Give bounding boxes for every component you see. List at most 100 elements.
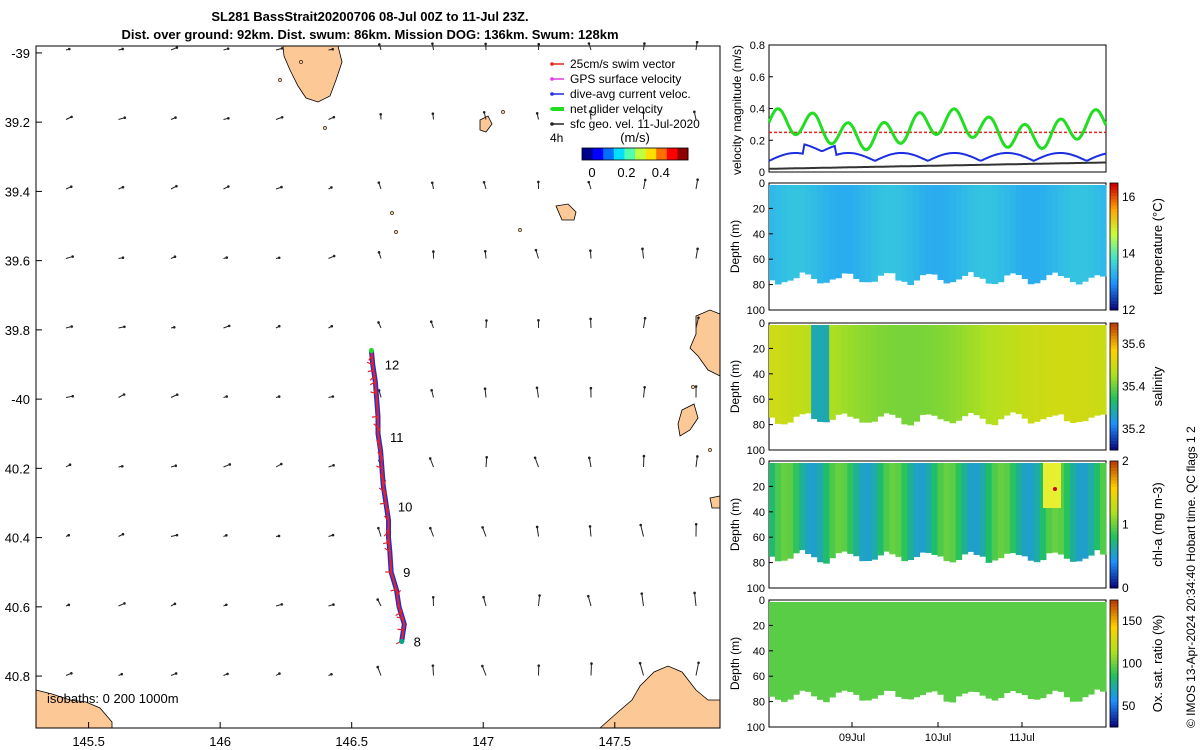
velocity-y-tick-label: 0.6 [750,72,765,84]
colorbar-swatch [1110,622,1118,626]
profile-column [1069,325,1077,423]
colorbar-swatch [1110,553,1118,557]
colorbar-swatch [1110,723,1118,728]
profile-column [835,325,842,415]
colorbar-swatch [1110,408,1118,413]
colorbar-swatch [1110,638,1118,642]
profile-column [883,185,890,274]
swim-vector [373,423,379,429]
profile-column [979,185,987,279]
profile-column [853,325,860,419]
geo-vel-arrowhead [377,526,380,530]
swim-vector [377,427,381,434]
geo-vel-arrowhead [67,47,71,51]
profile-column [1087,602,1095,695]
geo-vel-arrowhead [227,185,230,188]
geo-vel-arrowhead [71,255,74,258]
colorbar-swatch [666,148,678,160]
colorbar-swatch [1110,230,1118,235]
depth-tick-label: 20 [753,343,765,355]
net-velocity-series [767,107,1108,152]
colorbar-swatch [1110,376,1118,381]
swim-vector [401,629,404,636]
colorbar-swatch [1110,647,1118,652]
geo-vel-arrowhead [484,42,487,46]
colorbar-swatch [1110,303,1118,308]
profile-column [853,602,860,695]
colorbar-swatch [1110,227,1118,232]
colorbar-swatch [1110,527,1118,532]
colorbar-frame [1109,599,1119,728]
profile-column [1015,185,1023,276]
profile-column [925,185,933,275]
swim-vector [386,525,390,532]
profile-column [823,602,830,703]
colorbar-swatch [1110,418,1118,422]
colorbar-swatch [1110,530,1118,535]
geo-vel-arrowhead [121,185,125,189]
profile-column [955,185,963,280]
profile-column [1069,602,1077,702]
profile-column [811,325,818,420]
profile-column [943,185,951,284]
colorbar-swatch [1110,306,1118,311]
colorbar-swatch [1110,383,1118,387]
land-mass [479,115,493,133]
profile-column [1039,325,1047,420]
profile-column [1045,185,1053,276]
colorbar-swatch [1110,486,1118,491]
geo-vel-arrowhead [430,181,434,185]
profile-column [991,463,999,561]
island [390,211,394,215]
profile-column [769,325,776,418]
colorbar-frame [1109,182,1119,311]
profile-column [877,602,884,696]
colorbar-swatch [1110,575,1118,579]
geo-vel-arrowhead [485,456,489,459]
profile-column [1099,185,1107,277]
profile-column [781,185,788,283]
geo-vel-arrowhead [379,113,383,116]
colorbar-swatch [1110,502,1118,506]
colorbar-swatch [1110,676,1118,680]
profile-column [823,325,830,423]
colorbar-swatch [1110,446,1118,451]
depth-tick-label: 0 [759,595,765,607]
profile-column [949,602,957,703]
profile-column [817,185,824,284]
colorbar-swatch [1110,430,1118,435]
profile-column [967,602,975,692]
geo-vel-arrow [587,596,592,607]
colorbar-swatch [1110,692,1118,696]
swim-vector [384,547,391,552]
geo-vel-arrowhead [643,385,646,389]
colorbar-swatch [1110,673,1118,677]
profile-column [997,463,1005,559]
swim-vector [376,416,379,423]
colorbar-swatch [1110,421,1118,426]
colorbar-swatch [1110,351,1118,356]
geo-vel-arrowhead [227,116,230,120]
profile-column [1027,602,1035,700]
geo-vel-arrowhead [588,110,592,113]
profile-column [901,185,909,282]
profile-column [871,602,878,699]
geo-vel-arrowhead [483,249,487,253]
colorbar-swatch [1110,641,1118,645]
profile-column [1009,325,1017,413]
profile-column [793,185,800,279]
profile-column [847,325,854,417]
profile-column [1009,185,1017,274]
profile-column [1057,185,1065,277]
profile-column [973,185,981,278]
geo-vel-arrowhead [174,672,178,675]
profile-column [865,463,872,562]
profile-column [949,463,957,563]
swim-vector [380,456,384,463]
profile-column [865,602,872,701]
profile-column [769,602,776,697]
geo-vel-arrow [643,387,646,398]
geo-vel-arrowhead [332,115,336,119]
profile-column [973,325,981,416]
